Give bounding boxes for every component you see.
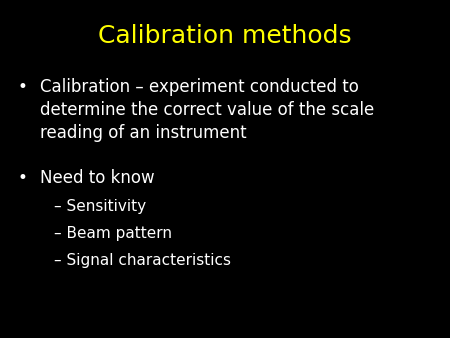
Text: •: • (18, 78, 28, 96)
Text: Need to know: Need to know (40, 169, 155, 187)
Text: •: • (18, 169, 28, 187)
Text: Calibration methods: Calibration methods (98, 24, 352, 48)
Text: – Beam pattern: – Beam pattern (54, 226, 172, 241)
Text: – Signal characteristics: – Signal characteristics (54, 254, 231, 268)
Text: Calibration – experiment conducted to
determine the correct value of the scale
r: Calibration – experiment conducted to de… (40, 78, 375, 142)
Text: – Sensitivity: – Sensitivity (54, 199, 146, 214)
